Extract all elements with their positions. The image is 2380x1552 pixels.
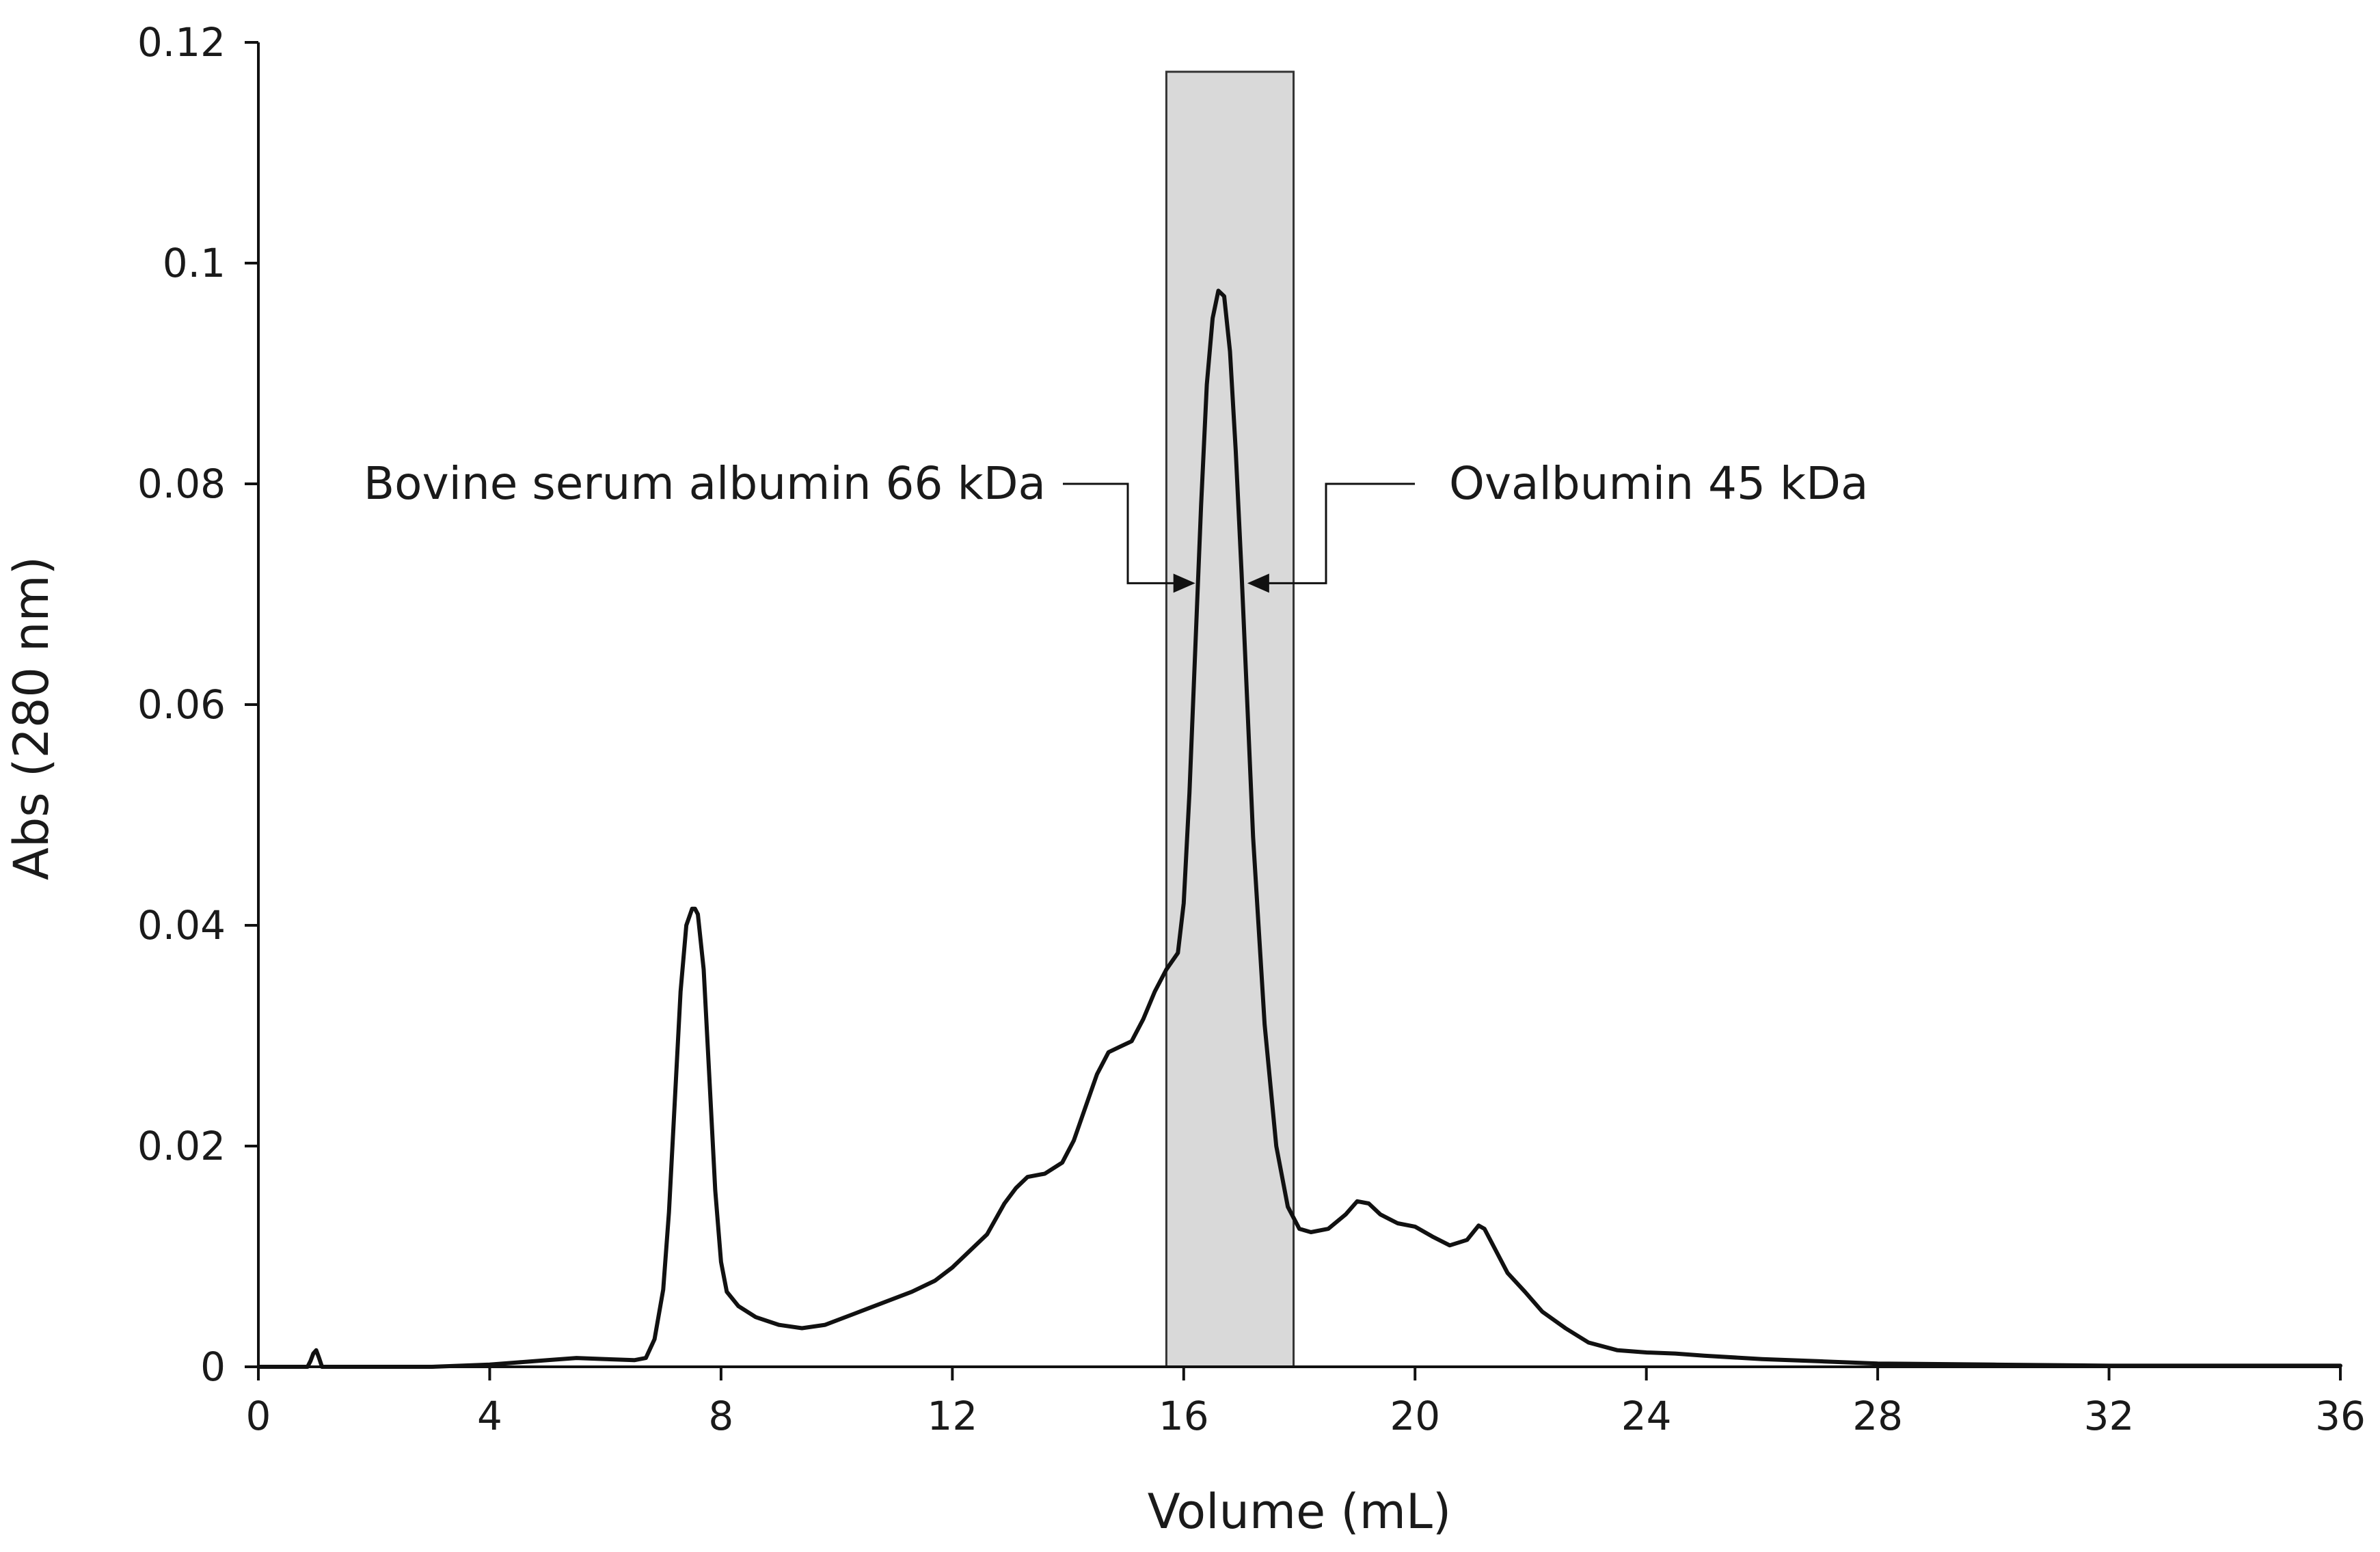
x-tick-label: 16 xyxy=(1159,1393,1209,1439)
annotation-ovalbumin-leader xyxy=(1267,482,1415,584)
y-tick-label: 0.08 xyxy=(137,461,226,507)
annotations: Bovine serum albumin 66 kDa Ovalbumin 45 … xyxy=(364,457,1868,593)
annotation-bsa-label: Bovine serum albumin 66 kDa xyxy=(364,457,1046,510)
y-tick-label: 0.06 xyxy=(137,681,226,728)
x-tick-label: 4 xyxy=(477,1393,502,1439)
annotation-bsa-leader xyxy=(1063,482,1175,584)
y-axis-title: Abs (280 nm) xyxy=(3,556,59,880)
x-tick-label: 12 xyxy=(927,1393,977,1439)
y-tick-label: 0.12 xyxy=(137,19,226,66)
x-tick-label: 28 xyxy=(1852,1393,1903,1439)
x-tick-label: 8 xyxy=(708,1393,733,1439)
y-tick-label: 0.02 xyxy=(137,1123,226,1169)
y-tick-label: 0 xyxy=(200,1344,226,1390)
x-tick-label: 32 xyxy=(2084,1393,2135,1439)
annotation-ovalbumin-arrowhead xyxy=(1247,573,1269,593)
x-tick-label: 36 xyxy=(2315,1393,2366,1439)
x-tick-label: 20 xyxy=(1390,1393,1440,1439)
ticks: 0 4 8 12 16 20 24 28 32 36 0 0.02 0.04 0.06 0.08 0.1 0.1… xyxy=(137,19,2366,1439)
shaded-region xyxy=(1165,70,1295,1368)
annotation-bsa-arrowhead xyxy=(1173,573,1195,593)
y-tick-label: 0.1 xyxy=(163,240,226,286)
x-tick-label: 0 xyxy=(246,1393,271,1439)
axes xyxy=(257,42,2340,1368)
x-axis-title: Volume (mL) xyxy=(1148,1484,1451,1540)
x-tick-label: 24 xyxy=(1621,1393,1672,1439)
y-tick-label: 0.04 xyxy=(137,902,226,949)
series-line xyxy=(256,288,2342,1369)
annotation-ovalbumin-label: Ovalbumin 45 kDa xyxy=(1449,457,1868,510)
